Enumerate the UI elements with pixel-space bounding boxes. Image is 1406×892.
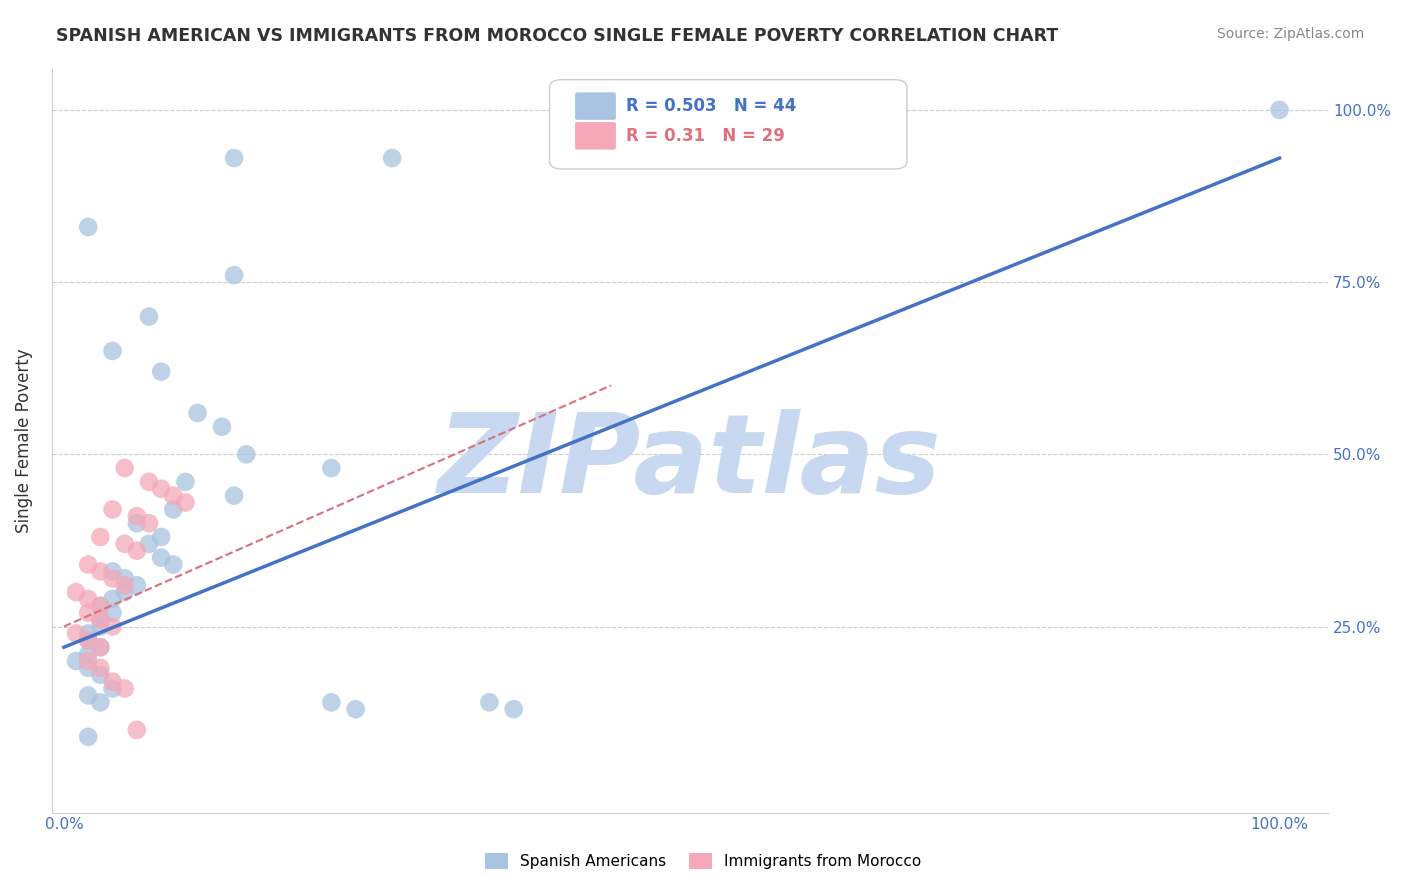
Point <box>89 695 111 709</box>
Point <box>89 640 111 655</box>
Point <box>77 219 100 234</box>
Point <box>162 558 184 572</box>
Point <box>77 633 100 648</box>
Point <box>162 502 184 516</box>
Point <box>101 674 124 689</box>
Point <box>114 578 136 592</box>
Point <box>502 702 524 716</box>
Point <box>77 606 100 620</box>
Point <box>125 723 148 737</box>
Point <box>114 585 136 599</box>
Point <box>222 268 245 283</box>
Point <box>138 475 160 489</box>
Point <box>321 461 343 475</box>
Point <box>77 730 100 744</box>
FancyBboxPatch shape <box>550 79 907 169</box>
Text: Source: ZipAtlas.com: Source: ZipAtlas.com <box>1216 27 1364 41</box>
Point <box>187 406 209 420</box>
Point <box>138 310 160 324</box>
FancyBboxPatch shape <box>575 93 616 120</box>
Point <box>89 667 111 681</box>
Point <box>150 482 173 496</box>
Point <box>89 613 111 627</box>
Point <box>114 461 136 475</box>
Point <box>125 578 148 592</box>
Point <box>125 509 148 524</box>
Point <box>89 599 111 613</box>
Text: ZIPatlas: ZIPatlas <box>439 409 942 516</box>
Point <box>89 530 111 544</box>
Text: SPANISH AMERICAN VS IMMIGRANTS FROM MOROCCO SINGLE FEMALE POVERTY CORRELATION CH: SPANISH AMERICAN VS IMMIGRANTS FROM MORO… <box>56 27 1059 45</box>
Point <box>101 591 124 606</box>
Point <box>101 619 124 633</box>
Point <box>1268 103 1291 117</box>
Point <box>89 613 111 627</box>
Point <box>174 475 197 489</box>
Text: R = 0.31   N = 29: R = 0.31 N = 29 <box>626 128 785 145</box>
Point <box>125 543 148 558</box>
Point <box>77 558 100 572</box>
Point <box>150 550 173 565</box>
Point <box>174 495 197 509</box>
Point <box>89 661 111 675</box>
Point <box>211 419 233 434</box>
Point <box>77 689 100 703</box>
Point <box>101 606 124 620</box>
Point <box>101 502 124 516</box>
Point <box>77 633 100 648</box>
Point <box>65 585 87 599</box>
Point <box>101 681 124 696</box>
Point <box>344 702 367 716</box>
Point <box>101 343 124 358</box>
Point <box>150 530 173 544</box>
Point <box>77 654 100 668</box>
Point <box>89 640 111 655</box>
Point <box>77 647 100 661</box>
Point <box>235 447 257 461</box>
Point <box>77 591 100 606</box>
Point <box>138 516 160 531</box>
Text: R = 0.503   N = 44: R = 0.503 N = 44 <box>626 97 797 115</box>
Legend: Spanish Americans, Immigrants from Morocco: Spanish Americans, Immigrants from Moroc… <box>478 847 928 875</box>
Point <box>114 681 136 696</box>
Point <box>89 619 111 633</box>
Point <box>89 565 111 579</box>
Point <box>77 661 100 675</box>
Point <box>89 599 111 613</box>
Y-axis label: Single Female Poverty: Single Female Poverty <box>15 348 32 533</box>
Point <box>222 489 245 503</box>
Point <box>101 565 124 579</box>
Point <box>162 489 184 503</box>
Point <box>381 151 404 165</box>
Point <box>65 654 87 668</box>
Point <box>222 151 245 165</box>
Point <box>114 537 136 551</box>
Point <box>65 626 87 640</box>
Point <box>114 571 136 585</box>
Point <box>101 571 124 585</box>
Point <box>125 516 148 531</box>
Point <box>321 695 343 709</box>
Point <box>150 365 173 379</box>
FancyBboxPatch shape <box>575 122 616 150</box>
Point <box>138 537 160 551</box>
Point <box>77 626 100 640</box>
Point <box>478 695 501 709</box>
